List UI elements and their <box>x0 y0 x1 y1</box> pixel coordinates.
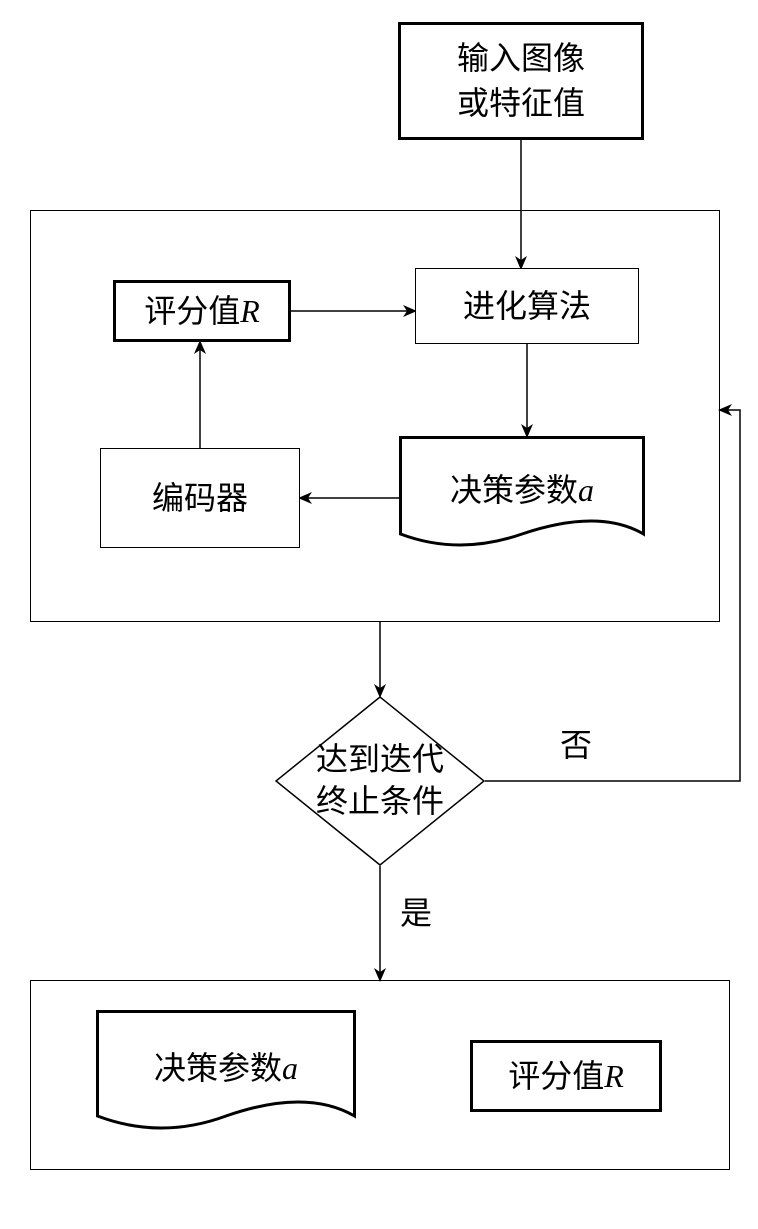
input-node: 输入图像 或特征值 <box>398 22 644 140</box>
no-label: 否 <box>560 720 592 766</box>
output-score-label: 评分值 <box>508 1054 604 1099</box>
input-label-line2: 或特征值 <box>457 85 585 121</box>
terminate-label-line2: 终止条件 <box>316 783 444 819</box>
output-param-italic: a <box>282 1050 298 1086</box>
input-label-line1: 输入图像 <box>457 40 585 76</box>
output-score-node: 评分值R <box>470 1040 662 1112</box>
score-italic: R <box>240 289 260 334</box>
evolution-node: 进化算法 <box>415 268 639 344</box>
terminate-label-line1: 达到迭代 <box>316 741 444 777</box>
output-score-italic: R <box>604 1054 624 1099</box>
evolution-label: 进化算法 <box>463 284 591 329</box>
decision-param-italic: a <box>578 472 594 508</box>
encoder-node: 编码器 <box>100 448 300 548</box>
yes-label: 是 <box>400 888 432 934</box>
terminate-diamond: 达到迭代 终止条件 <box>275 696 485 866</box>
flowchart-container: 输入图像 或特征值 评分值R 进化算法 编码器 决策参数a 达到迭代 终止条件 <box>0 0 758 1229</box>
encoder-label: 编码器 <box>152 476 248 521</box>
decision-param-label: 决策参数 <box>450 472 578 508</box>
score-node: 评分值R <box>113 280 291 342</box>
output-param-node: 决策参数a <box>96 1010 356 1136</box>
output-param-label: 决策参数 <box>154 1050 282 1086</box>
score-label: 评分值 <box>144 289 240 334</box>
decision-param-node: 决策参数a <box>399 436 645 552</box>
